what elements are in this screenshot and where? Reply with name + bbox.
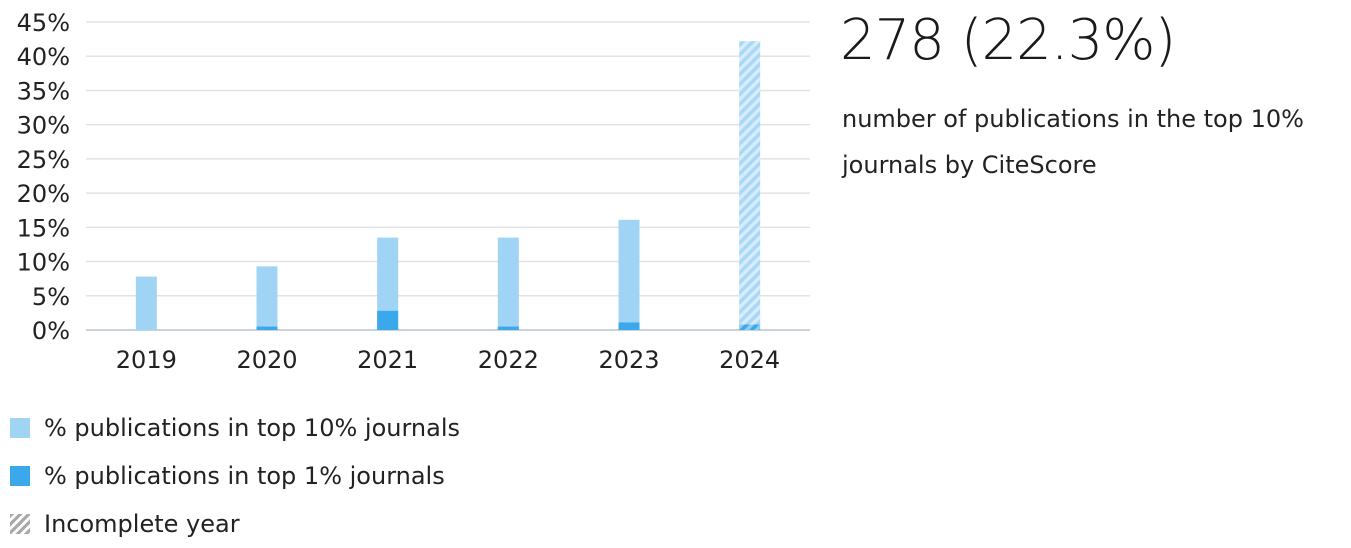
x-tick-label: 2024: [719, 346, 780, 374]
bar-top1-2024: [739, 324, 761, 330]
bar-top10-2019: [135, 276, 157, 330]
x-axis: 2019 2020 2021 2022 2023 2024: [116, 346, 780, 374]
bar-top10-2023: [618, 219, 640, 330]
bar-chart: 0% 5% 10% 15% 20% 25% 30% 35% 40% 45% 2019 2020 202…: [17, 9, 810, 374]
legend-swatch-incomplete: [10, 514, 30, 534]
y-tick-label: 0%: [32, 317, 70, 345]
y-tick-label: 35%: [17, 77, 70, 105]
bar-top1-2021: [377, 310, 399, 330]
legend-label-top10: % publications in top 10% journals: [44, 414, 460, 442]
bar-top10-2022: [497, 237, 519, 330]
legend-item-incomplete: Incomplete year: [10, 500, 460, 548]
y-tick-label: 30%: [17, 112, 70, 140]
legend-item-top1: % publications in top 1% journals: [10, 452, 460, 500]
bar-top10-2024: [739, 41, 761, 331]
y-tick-label: 25%: [17, 146, 70, 174]
bar-top1-2023: [618, 322, 640, 330]
y-tick-label: 45%: [17, 9, 70, 37]
y-axis: 0% 5% 10% 15% 20% 25% 30% 35% 40% 45%: [17, 9, 70, 345]
y-tick-label: 5%: [32, 283, 70, 311]
bars: [135, 41, 761, 331]
legend-label-top1: % publications in top 1% journals: [44, 462, 445, 490]
x-tick-label: 2022: [478, 346, 539, 374]
legend: % publications in top 10% journals % pub…: [10, 404, 460, 548]
bar-top10-2020: [256, 266, 278, 330]
legend-item-top10: % publications in top 10% journals: [10, 404, 460, 452]
bar-top10-2021: [377, 237, 399, 330]
legend-label-incomplete: Incomplete year: [44, 510, 240, 538]
y-tick-label: 15%: [17, 214, 70, 242]
bar-top1-2022: [497, 326, 519, 330]
grid-lines: [86, 21, 810, 331]
summary-headline: 278 (22.3%): [840, 8, 1176, 73]
x-tick-label: 2019: [116, 346, 177, 374]
bar-top1-2020: [256, 326, 278, 330]
x-tick-label: 2023: [598, 346, 659, 374]
legend-swatch-top10: [10, 418, 30, 438]
summary-description: number of publications in the top 10% jo…: [842, 105, 1304, 179]
y-tick-label: 20%: [17, 180, 70, 208]
x-tick-label: 2020: [236, 346, 297, 374]
legend-swatch-top1: [10, 466, 30, 486]
y-tick-label: 10%: [17, 249, 70, 277]
y-tick-label: 40%: [17, 43, 70, 71]
x-tick-label: 2021: [357, 346, 418, 374]
